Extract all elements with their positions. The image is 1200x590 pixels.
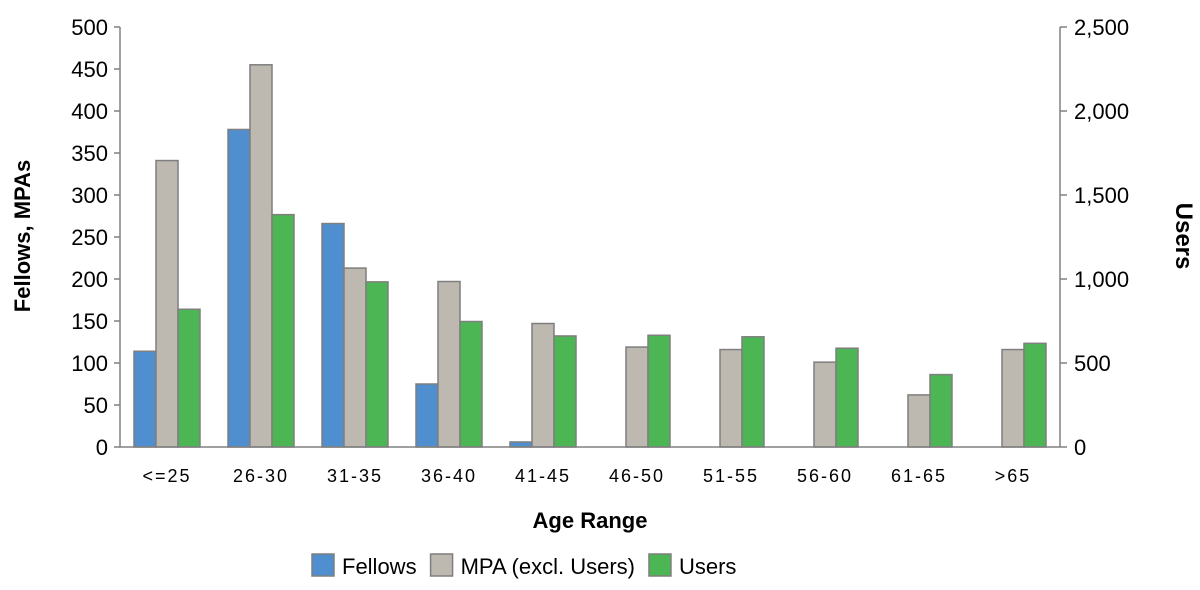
legend-swatch <box>311 553 335 577</box>
x-tick-label: 31-35 <box>327 466 383 486</box>
axes <box>114 26 1067 448</box>
y2-tick-label: 2,500 <box>1074 15 1129 40</box>
bar-fellows-0 <box>133 350 157 448</box>
bar-mpa-excl-users-6 <box>719 348 743 448</box>
y2-tick-label: 2,000 <box>1074 99 1129 124</box>
x-tick-label: 56-60 <box>797 466 853 486</box>
legend-label: Users <box>679 554 736 579</box>
bars <box>133 64 1047 448</box>
bar-mpa-excl-users-1 <box>249 64 273 448</box>
legend-label: MPA (excl. Users) <box>461 554 635 579</box>
bar-users-8 <box>929 373 953 448</box>
bar-users-7 <box>835 347 859 448</box>
y-tick-label: 150 <box>71 309 108 334</box>
legend-item: MPA (excl. Users) <box>429 553 635 579</box>
x-tick-label: 26-30 <box>233 466 289 486</box>
bar-mpa-excl-users-4 <box>531 322 555 448</box>
bar-mpa-excl-users-2 <box>343 267 367 448</box>
y2-tick-label: 0 <box>1074 435 1086 460</box>
bar-users-4 <box>553 335 577 448</box>
x-axis-title: Age Range <box>533 508 648 533</box>
bar-mpa-excl-users-5 <box>625 346 649 448</box>
bar-users-5 <box>647 334 671 448</box>
x-tick-label: 46-50 <box>609 466 665 486</box>
x-tick-label: 41-45 <box>515 466 571 486</box>
bar-mpa-excl-users-0 <box>155 159 179 448</box>
bar-mpa-excl-users-7 <box>813 361 837 448</box>
bar-users-3 <box>459 320 483 448</box>
y-tick-label: 400 <box>71 99 108 124</box>
bar-users-0 <box>177 308 201 448</box>
legend-swatch <box>648 553 672 577</box>
bar-fellows-1 <box>227 128 251 448</box>
y-tick-label: 500 <box>71 15 108 40</box>
legend-swatch <box>429 553 454 577</box>
y2-axis-title: Users <box>1170 203 1197 270</box>
bar-fellows-4 <box>509 441 533 448</box>
bar-users-2 <box>365 281 389 448</box>
y-tick-label: 300 <box>71 183 108 208</box>
y-tick-label: 100 <box>71 351 108 376</box>
y-tick-label: 350 <box>71 141 108 166</box>
bar-mpa-excl-users-9 <box>1001 348 1025 448</box>
y-tick-label: 250 <box>71 225 108 250</box>
y-tick-label: 0 <box>96 435 108 460</box>
bar-users-9 <box>1023 342 1047 448</box>
y2-tick-label: 1,500 <box>1074 183 1129 208</box>
y-axis-title: Fellows, MPAs <box>10 160 35 312</box>
x-tick-label: 36-40 <box>421 466 477 486</box>
x-tick-label: <=25 <box>142 466 191 486</box>
bar-fellows-3 <box>415 383 439 448</box>
bar-users-6 <box>741 336 765 448</box>
legend-item: Fellows <box>311 553 417 579</box>
bar-mpa-excl-users-3 <box>437 280 461 448</box>
x-tick-label: >65 <box>995 466 1032 486</box>
bar-users-1 <box>271 213 295 448</box>
x-tick-label: 51-55 <box>703 466 759 486</box>
legend-item: Users <box>648 553 736 579</box>
y-tick-label: 50 <box>84 393 108 418</box>
legend: Fellows MPA (excl. Users) Users <box>311 553 736 579</box>
bar-fellows-2 <box>321 222 345 448</box>
bar-mpa-excl-users-8 <box>907 394 931 448</box>
x-tick-label: 61-65 <box>891 466 947 486</box>
y2-tick-label: 500 <box>1074 351 1111 376</box>
y2-tick-label: 1,000 <box>1074 267 1129 292</box>
y-tick-label: 200 <box>71 267 108 292</box>
legend-label: Fellows <box>342 554 417 579</box>
y-tick-label: 450 <box>71 57 108 82</box>
tick-labels: 0 50 100 150 200 250 300 350 400 450 500 0 500 1,000 1… <box>71 15 1129 486</box>
